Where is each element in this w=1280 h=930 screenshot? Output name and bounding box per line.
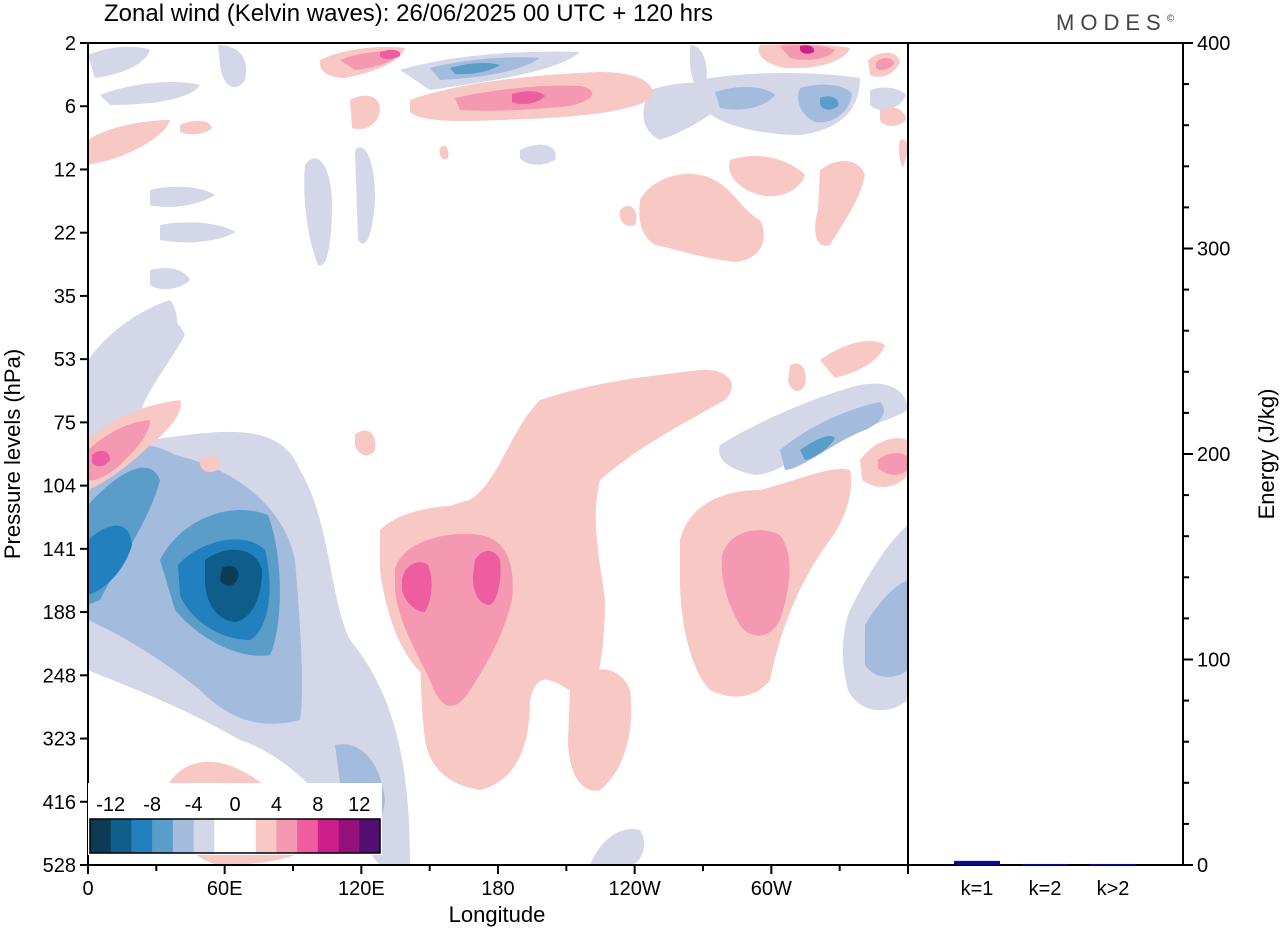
y-axis-ticks: 2 6 12 22 35 53 75 104 141 188 248 323 416 528: [43, 33, 88, 877]
wind-contour-field: [88, 44, 908, 865]
y-tick-label: 35: [54, 286, 76, 308]
colorbar-swatch: [359, 819, 381, 853]
colorbar-swatch: [152, 819, 174, 853]
colorbar-label: 4: [271, 794, 282, 816]
energy-bar: [1090, 863, 1136, 866]
negative-anomaly-east: [590, 383, 908, 865]
energy-bars: k=1 k=2 k>2: [954, 860, 1136, 900]
energy-tick-label: 300: [1197, 239, 1230, 261]
colorbar-swatch: [172, 819, 195, 853]
colorbar-swatch: [214, 819, 236, 853]
negative-anomaly-upper-left: [88, 45, 375, 400]
colorbar-swatch: [235, 819, 257, 853]
x-tick-label: 0: [82, 878, 93, 900]
y-tick-label: 141: [43, 539, 76, 561]
colorbar: -12 -8 -4 0 4 8 12: [88, 783, 382, 855]
colorbar-swatch: [276, 819, 298, 853]
brand-mark: ©: [1166, 13, 1175, 25]
y-tick-label: 104: [43, 476, 76, 498]
y-tick-label: 12: [54, 159, 76, 181]
y-tick-label: 75: [54, 412, 76, 434]
energy-category-label: k=2: [1029, 878, 1062, 900]
colorbar-label: 0: [229, 794, 240, 816]
y-tick-label: 416: [43, 792, 76, 814]
positive-anomaly-east: [619, 155, 908, 697]
negative-anomaly-west: [88, 317, 410, 865]
x-axis-ticks: 0 60E 120E 180 120W 60W: [82, 865, 909, 900]
energy-axis-ticks: 0 100 200 300 400: [1183, 33, 1230, 877]
energy-category-label: k=1: [961, 878, 994, 900]
y-tick-label: 323: [43, 729, 76, 751]
colorbar-swatch: [255, 819, 277, 853]
colorbar-label: 12: [348, 794, 370, 816]
y-axis-label: Pressure levels (hPa): [0, 349, 25, 559]
energy-panel-frame: [907, 42, 1184, 866]
colorbar-label: -4: [185, 794, 203, 816]
y-tick-label: 22: [54, 223, 76, 245]
colorbar-swatch: [110, 819, 132, 853]
y-tick-label: 528: [43, 855, 76, 877]
x-tick-label: 120W: [609, 878, 661, 900]
colorbar-swatch: [317, 819, 340, 853]
x-axis-label: Longitude: [449, 902, 546, 927]
energy-bar: [954, 860, 1000, 865]
brand-logo: MODES©: [1056, 10, 1174, 36]
energy-tick-label: 200: [1197, 444, 1230, 466]
colorbar-frame: [89, 818, 381, 854]
chart-title: Zonal wind (Kelvin waves): 26/06/2025 00…: [104, 0, 713, 27]
negative-anomaly-top: [400, 45, 906, 165]
energy-bar: [1022, 863, 1068, 866]
colorbar-swatch: [131, 819, 153, 853]
x-tick-label: 180: [481, 878, 514, 900]
colorbar-label: -8: [143, 794, 161, 816]
colorbar-swatch: [297, 819, 319, 853]
y-tick-label: 188: [43, 602, 76, 624]
y-tick-label: 53: [54, 349, 76, 371]
colorbar-label: -12: [96, 794, 125, 816]
x-tick-label: 60E: [207, 878, 243, 900]
colorbar-swatch: [193, 819, 215, 853]
energy-tick-label: 0: [1197, 855, 1208, 877]
y-tick-label: 2: [65, 33, 76, 55]
energy-axis-label: Energy (J/kg): [1254, 389, 1279, 520]
energy-category-label: k>2: [1097, 878, 1130, 900]
x-tick-label: 120E: [338, 878, 385, 900]
energy-tick-label: 400: [1197, 33, 1230, 55]
positive-anomaly-central: [380, 369, 732, 791]
positive-anomaly-top: [319, 44, 908, 168]
y-tick-label: 248: [43, 665, 76, 687]
colorbar-swatch: [90, 819, 112, 853]
x-tick-label: 60W: [751, 878, 792, 900]
colorbar-swatch: [338, 819, 360, 853]
energy-tick-label: 100: [1197, 650, 1230, 672]
y-tick-label: 6: [65, 96, 76, 118]
brand-text: MODES: [1056, 10, 1167, 35]
colorbar-label: 8: [312, 794, 323, 816]
